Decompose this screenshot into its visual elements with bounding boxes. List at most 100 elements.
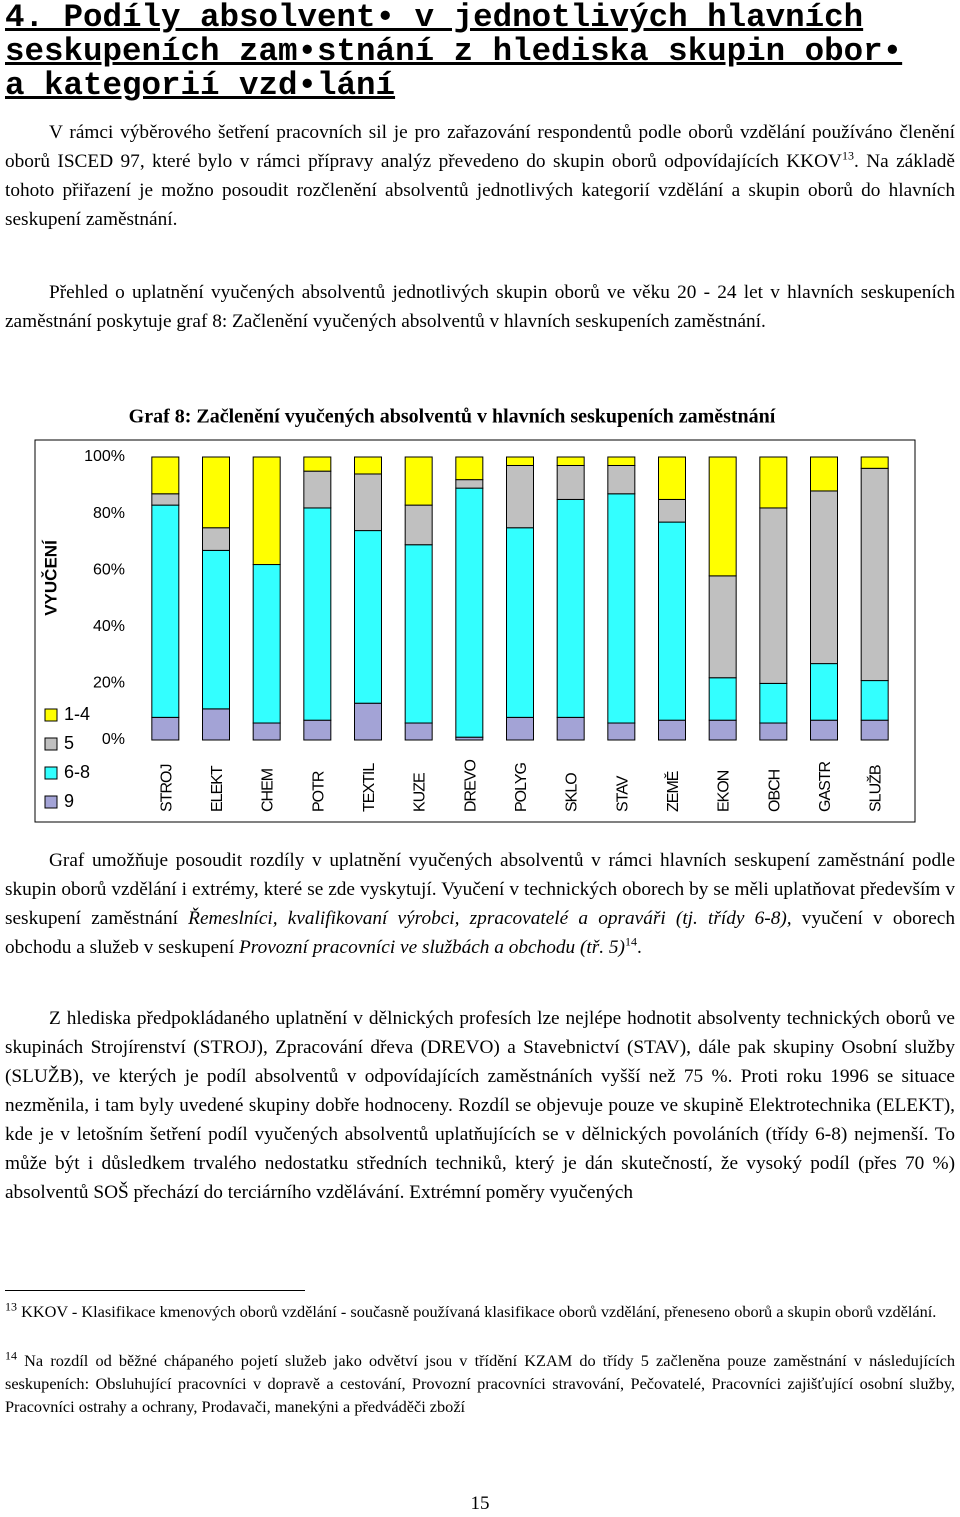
footnote: 14 Na rozdíl od běžné chápaného pojetí s… (5, 1349, 955, 1418)
bar-segment (556, 498, 585, 718)
footnote: 13 KKOV - Klasifikace kmenových oborů vz… (5, 1300, 955, 1323)
bar-segment (202, 456, 230, 529)
chart: Graf 8: Začlenění vyučených absolventů v… (34, 406, 916, 823)
paragraph: V rámci výběrového šetření pracovních si… (5, 118, 955, 234)
paragraph: Graf umožňuje posoudit rozdíly v uplatně… (5, 846, 955, 962)
bar-segment (455, 479, 484, 489)
bar-segment (202, 549, 230, 710)
bar-segment (354, 456, 382, 475)
bar-segment (607, 493, 636, 724)
x-tick-label: GASTR (817, 761, 834, 812)
bar-segment (202, 527, 230, 551)
bar-segment (303, 470, 332, 509)
y-tick-label: 80% (93, 505, 125, 522)
x-tick-label: SKLO (564, 773, 581, 812)
y-axis-label: VYUČENÍ (41, 539, 60, 616)
y-tick-label: 40% (93, 618, 125, 635)
heading: 4. Podíly absolvent• v jednotlivých hlav… (5, 0, 864, 36)
bar-segment (404, 504, 433, 546)
bar-segment (404, 456, 433, 506)
bar-segment (506, 716, 534, 741)
bar-segment (506, 464, 534, 529)
bar-segment (455, 456, 484, 481)
y-tick-label: 100% (84, 448, 125, 465)
legend-swatch (44, 766, 58, 780)
bar-segment (759, 682, 788, 724)
x-tick-label: STAV (614, 775, 631, 812)
bar-segment (860, 680, 889, 721)
legend-label: 1-4 (64, 704, 90, 724)
text: Provozní pracovníci ve službách a obchod… (239, 937, 625, 958)
legend-label: 5 (64, 733, 74, 753)
x-tick-label: OBCH (766, 769, 783, 812)
bar-segment (708, 719, 737, 741)
bar-segment (556, 716, 585, 741)
text: . (636, 937, 642, 958)
legend-swatch (44, 737, 58, 751)
bar-segment (151, 456, 180, 495)
bar-segment (404, 722, 433, 741)
bar-segment (810, 490, 838, 665)
legend-swatch (44, 795, 58, 809)
bar-segment (759, 507, 788, 684)
text: . Na základě tohoto přiřazení je možno p… (5, 151, 955, 230)
bar-segment (860, 456, 889, 469)
text: Na rozdíl od běžné chápaného pojetí služ… (5, 1351, 955, 1416)
x-tick-label: STROJ (158, 765, 175, 812)
x-tick-label: ZEMĚ (663, 771, 682, 812)
text: Řemeslníci, kvalifikovaní výrobci, zprac… (188, 908, 792, 929)
bar-segment (759, 722, 788, 741)
bar-segment (759, 456, 788, 509)
paragraph: Přehled o uplatnění vyučených absolventů… (5, 278, 955, 336)
x-tick-label: POTR (310, 771, 327, 812)
bar-segment (252, 456, 281, 566)
bar-segment (810, 663, 838, 721)
bar-segment (354, 702, 382, 741)
bar-segment (658, 521, 686, 721)
bar-segment (708, 575, 737, 679)
footnote-ref: 14 (624, 934, 637, 949)
bar-segment (151, 716, 180, 741)
bar-segment (658, 498, 686, 523)
x-tick-label: KUZE (412, 773, 429, 812)
legend-swatch (44, 708, 58, 722)
bar-segment (658, 719, 686, 741)
bar-segment (860, 467, 889, 682)
bar-segment (607, 722, 636, 741)
bar-segment (506, 456, 534, 466)
footnote-number: 14 (5, 1348, 17, 1363)
text: Z hlediska předpokládaného uplatnění v d… (5, 1008, 955, 1203)
footnote-number: 13 (5, 1299, 17, 1314)
bar-segment (404, 544, 433, 724)
chart-frame (34, 439, 916, 823)
bar-segment (303, 719, 332, 741)
bar-segment (303, 507, 332, 721)
bar-segment (607, 456, 636, 466)
bar-segment (252, 722, 281, 741)
y-tick-label: 20% (93, 675, 125, 692)
x-tick-label: DREVO (462, 760, 479, 812)
bar-segment (151, 493, 180, 506)
bar-segment (810, 456, 838, 492)
legend-label: 6-8 (64, 762, 90, 782)
x-tick-label: ELEKT (209, 765, 226, 812)
legend-label: 9 (64, 791, 74, 811)
x-tick-label: EKON (716, 770, 733, 812)
bar-segment (810, 719, 838, 741)
page-number: 15 (470, 1493, 490, 1514)
bar-segment (708, 677, 737, 721)
footnote-rule (5, 1290, 305, 1291)
text: KKOV - Klasifikace kmenových oborů vzděl… (21, 1302, 937, 1321)
text: Přehled o uplatnění vyučených absolventů… (5, 282, 955, 332)
text: vyučení v oborech obchodu a služeb v ses… (5, 908, 955, 958)
bar-segment (556, 456, 585, 466)
x-tick-label: CHEM (260, 768, 277, 812)
bar-segment (455, 487, 484, 738)
bar-segment (658, 456, 686, 500)
bar-segment (151, 504, 180, 718)
bar-segment (303, 456, 332, 472)
x-tick-label: POLYG (513, 763, 530, 813)
footnote-ref: 13 (841, 148, 854, 163)
